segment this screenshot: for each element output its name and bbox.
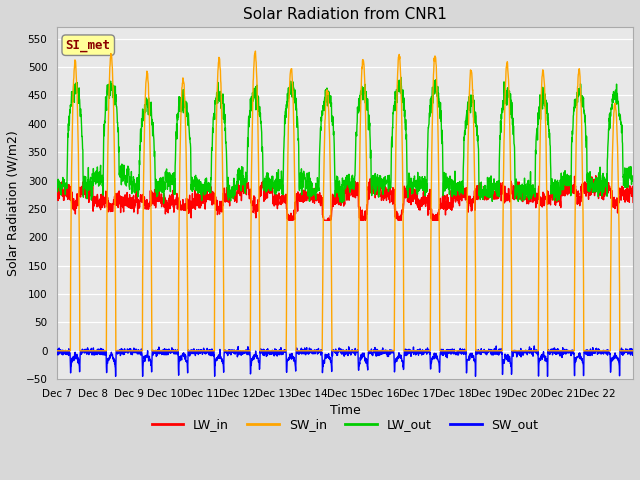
- Legend: LW_in, SW_in, LW_out, SW_out: LW_in, SW_in, LW_out, SW_out: [147, 413, 543, 436]
- X-axis label: Time: Time: [330, 405, 360, 418]
- Title: Solar Radiation from CNR1: Solar Radiation from CNR1: [243, 7, 447, 22]
- Text: SI_met: SI_met: [66, 39, 111, 52]
- Y-axis label: Solar Radiation (W/m2): Solar Radiation (W/m2): [7, 131, 20, 276]
